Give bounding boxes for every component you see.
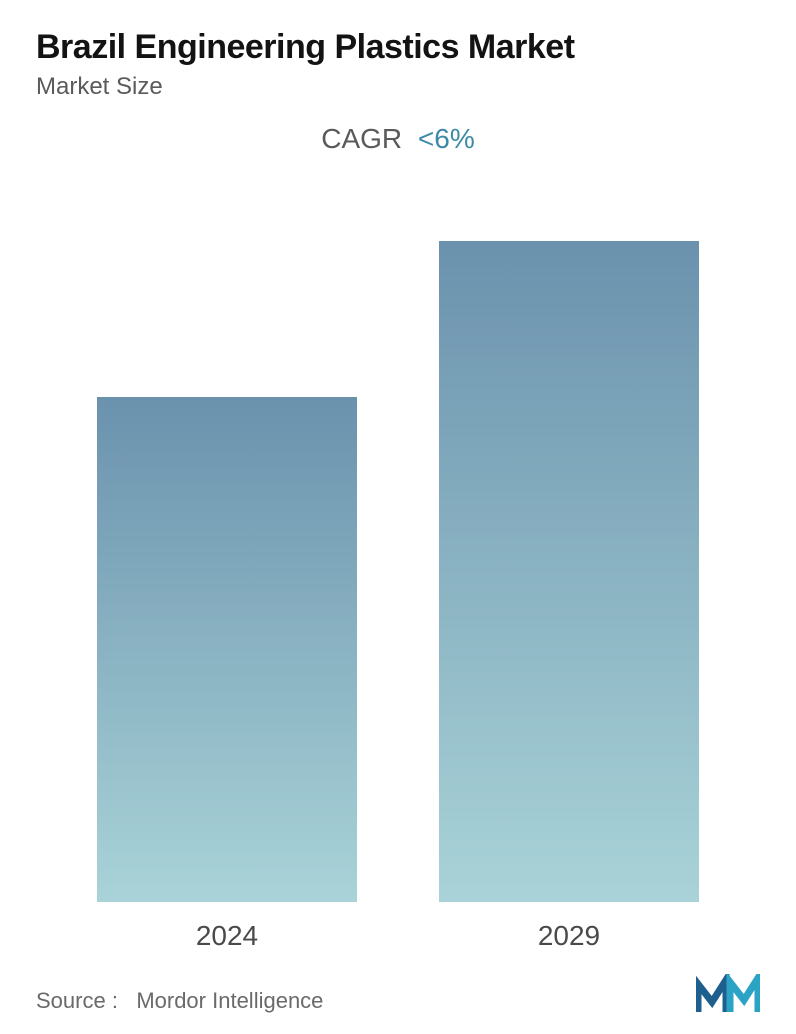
chart-subtitle: Market Size — [36, 73, 760, 101]
x-axis-label: 2029 — [415, 920, 723, 952]
bar-group — [73, 397, 381, 902]
bar-group — [415, 241, 723, 902]
chart-footer: Source : Mordor Intelligence — [36, 962, 760, 1014]
x-axis-label: 2024 — [73, 920, 381, 952]
cagr-label: CAGR — [321, 123, 402, 154]
source-label: Source : — [36, 988, 118, 1013]
mordor-logo-icon — [696, 974, 760, 1014]
cagr-value: <6% — [418, 123, 475, 154]
bar — [439, 241, 699, 902]
source-attribution: Source : Mordor Intelligence — [36, 988, 323, 1014]
chart-title: Brazil Engineering Plastics Market — [36, 28, 760, 67]
bar — [97, 397, 357, 902]
cagr-annotation: CAGR <6% — [36, 123, 760, 155]
source-name: Mordor Intelligence — [136, 988, 323, 1013]
bar-chart: 2024 2029 — [56, 195, 740, 962]
